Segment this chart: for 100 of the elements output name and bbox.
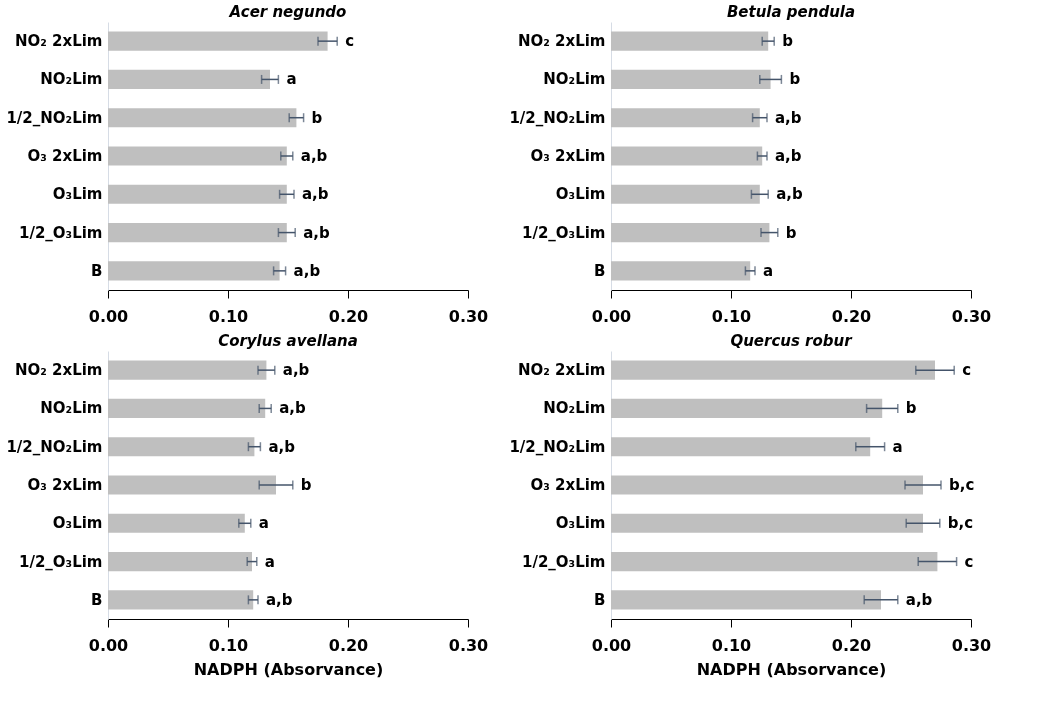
data-label: c [345,32,355,51]
x-tick-label: 0.20 [831,306,872,326]
bar [611,475,923,495]
y-tick-label: 1/2_NO₂Lim [6,108,103,127]
bar [611,590,881,610]
y-tick-label: 1/2_NO₂Lim [509,108,606,127]
chart-title: Betula pendula [726,3,856,21]
y-tick-label: NO₂Lim [543,399,606,418]
x-tick-label: 0.30 [951,306,992,326]
data-label: a,b [279,399,307,418]
data-label: a,b [282,361,310,380]
bar [108,223,287,243]
data-label: b [300,476,312,494]
y-tick-label: 1/2_O₃Lim [521,552,606,571]
x-tick-label: 0.10 [711,306,752,326]
y-tick-label: O₃ 2xLim [530,147,606,165]
bar [108,513,245,533]
y-tick-label: NO₂Lim [40,70,103,89]
bar [611,146,763,166]
bar [611,552,938,572]
data-label: a [763,261,774,280]
x-tick-label: 0.00 [88,635,129,655]
bar [611,261,751,281]
y-tick-label: NO₂ 2xLim [517,361,606,380]
y-tick-label: 1/2_O₃Lim [521,223,606,242]
data-label: c [964,552,974,571]
bar [108,475,276,495]
x-tick-label: 0.10 [208,635,249,655]
x-tick-label: 0.10 [208,306,249,326]
x-tick-label: 0.30 [951,635,992,655]
data-label: a [286,70,297,89]
y-tick-label: 1/2_O₃Lim [18,552,103,571]
bar [108,108,297,128]
bar [611,513,923,533]
data-label: a,b [268,437,296,456]
data-label: b [311,108,323,127]
y-tick-label: B [91,261,103,280]
y-tick-label: O₃ 2xLim [27,147,103,165]
data-label: a,b [266,590,293,609]
y-tick-label: O₃Lim [555,514,606,533]
data-label: a,b [302,185,329,204]
x-tick-label: 0.30 [448,635,489,655]
data-label: a [258,514,269,533]
x-axis-title: NADPH (Absorvance) [696,659,887,679]
y-tick-label: NO₂Lim [543,70,606,89]
bar [611,398,883,418]
bar [108,552,252,572]
y-tick-label: B [91,590,103,609]
data-label: c [962,361,972,380]
x-tick-label: 0.20 [328,635,369,655]
y-tick-label: O₃ 2xLim [27,476,103,494]
bar [108,261,280,281]
data-label: b [789,70,801,89]
y-tick-label: B [594,590,606,609]
data-label: b,c [947,514,974,533]
bar [108,398,266,418]
chart-title: Corylus avellana [218,332,358,350]
y-tick-label: O₃Lim [52,514,103,533]
data-label: b,c [949,476,975,494]
bar [611,108,760,128]
bar [611,69,771,89]
y-tick-label: NO₂Lim [40,399,103,418]
data-label: a,b [300,147,328,165]
bar [611,437,871,457]
y-tick-label: O₃Lim [52,185,103,204]
y-tick-label: O₃ 2xLim [530,476,606,494]
bar [611,223,770,243]
bar [108,437,255,457]
bar [611,31,769,51]
bar [108,184,287,204]
data-label: a [264,552,275,571]
y-tick-label: B [594,261,606,280]
data-label: a,b [303,223,331,242]
bar [108,69,270,89]
y-tick-label: 1/2_NO₂Lim [6,437,103,456]
y-tick-label: 1/2_NO₂Lim [509,437,606,456]
x-tick-label: 0.20 [328,306,369,326]
bar [108,31,328,51]
data-label: b [782,32,794,51]
data-label: a,b [776,185,804,204]
x-tick-label: 0.30 [448,306,489,326]
chart-title: Quercus robur [730,332,854,350]
x-tick-label: 0.00 [591,306,632,326]
x-tick-label: 0.20 [831,635,872,655]
data-label: a,b [775,147,802,165]
y-tick-label: 1/2_O₃Lim [18,223,103,242]
chart-title: Acer negundo [228,3,347,21]
data-label: a [892,437,903,456]
data-label: b [785,223,797,242]
x-tick-label: 0.00 [591,635,632,655]
y-tick-label: NO₂ 2xLim [14,32,103,51]
bar [108,590,254,610]
data-label: b [905,399,917,418]
bar [611,360,935,380]
y-tick-label: NO₂ 2xLim [14,361,103,380]
bar [108,146,287,166]
bar [108,360,267,380]
y-tick-label: O₃Lim [555,185,606,204]
data-label: a,b [293,261,321,280]
bar [611,184,760,204]
